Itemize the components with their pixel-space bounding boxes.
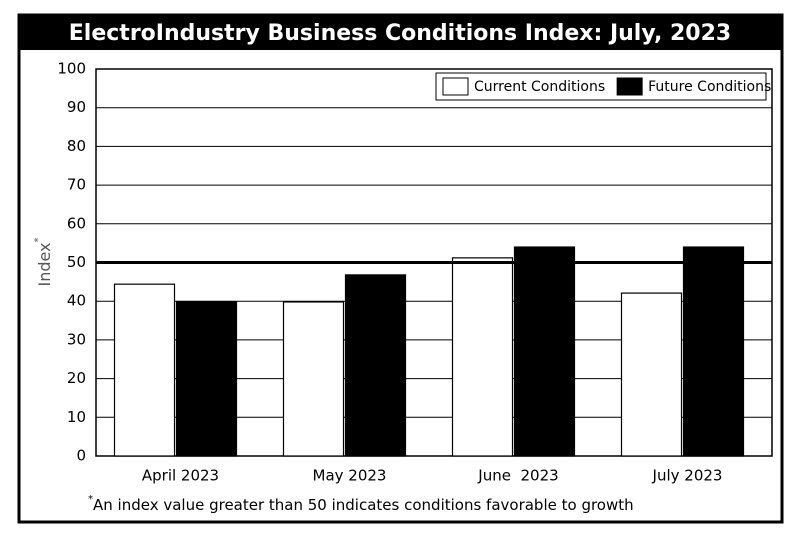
title-bar <box>19 16 782 50</box>
outer-frame <box>17 13 784 524</box>
y-tick-label: 100 <box>57 60 86 78</box>
legend-label: Current Conditions <box>474 79 605 95</box>
bar <box>344 274 407 457</box>
y-tick-label: 40 <box>67 292 86 310</box>
x-tick-label: May 2023 <box>313 467 387 485</box>
bar <box>513 246 576 457</box>
y-tick-label: 50 <box>67 253 86 271</box>
footnote-mark: * <box>88 494 93 505</box>
y-tick-label: 0 <box>76 447 86 465</box>
x-tick-label: July 2023 <box>652 467 723 485</box>
y-tick-label: 20 <box>67 369 86 387</box>
y-tick-label: 60 <box>67 214 86 232</box>
y-tick-label: 70 <box>67 176 86 194</box>
legend-swatch <box>442 77 469 96</box>
y-tick-label: 10 <box>67 408 86 426</box>
x-tick-label: April 2023 <box>142 467 219 485</box>
bar <box>451 257 514 457</box>
footnote-text: An index value greater than 50 indicates… <box>93 496 634 514</box>
footnote: *An index value greater than 50 indicate… <box>88 494 634 514</box>
y-axis-label-text: Index <box>35 242 54 286</box>
legend-label: Future Conditions <box>648 79 771 95</box>
y-axis-label: Index* <box>33 237 54 286</box>
bar <box>175 301 238 457</box>
y-tick-label: 90 <box>67 98 86 116</box>
legend-box <box>435 72 767 101</box>
chart-title: ElectroIndustry Business Conditions Inde… <box>69 21 731 46</box>
y-tick-label: 80 <box>67 137 86 155</box>
bar <box>682 246 745 457</box>
bar <box>282 301 345 457</box>
y-axis-label-mark: * <box>33 237 44 242</box>
legend-swatch <box>616 77 643 96</box>
y-tick-label: 30 <box>67 330 86 348</box>
bar <box>620 292 683 457</box>
bar <box>113 283 176 457</box>
x-tick-label: June 2023 <box>477 467 558 485</box>
